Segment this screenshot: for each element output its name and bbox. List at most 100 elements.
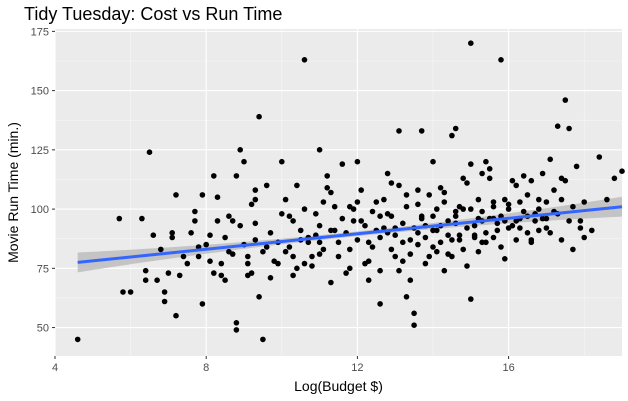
data-point <box>520 208 527 215</box>
data-point <box>165 270 172 276</box>
data-point <box>577 225 584 231</box>
data-point <box>286 244 293 250</box>
data-point <box>245 253 251 260</box>
data-point <box>331 227 338 234</box>
data-point <box>475 248 482 255</box>
data-point <box>377 213 383 219</box>
data-point <box>418 128 425 134</box>
data-point <box>445 232 451 238</box>
data-point <box>486 175 493 182</box>
data-point <box>222 234 228 241</box>
data-point <box>339 161 346 167</box>
data-point <box>407 277 414 284</box>
data-point <box>483 158 489 165</box>
data-point <box>547 156 553 163</box>
data-point <box>120 289 126 295</box>
data-point <box>260 248 266 255</box>
data-point <box>502 255 508 262</box>
data-point <box>426 192 433 198</box>
data-point <box>407 251 414 257</box>
data-point <box>539 170 546 177</box>
data-point <box>407 237 414 243</box>
data-point <box>505 201 512 208</box>
data-point <box>434 248 440 255</box>
data-point <box>388 213 395 219</box>
data-point <box>589 227 595 234</box>
data-point <box>294 265 300 272</box>
data-point <box>316 222 323 229</box>
data-point <box>237 147 243 153</box>
data-point <box>577 218 584 224</box>
data-point <box>350 218 357 224</box>
data-point <box>192 208 198 215</box>
data-point <box>347 265 353 272</box>
data-point <box>483 239 489 246</box>
data-point <box>479 208 485 215</box>
chart-title: Tidy Tuesday: Cost vs Run Time <box>24 4 282 24</box>
data-point <box>494 227 501 234</box>
x-tick-label: 4 <box>52 362 58 374</box>
data-point <box>248 270 255 276</box>
data-point <box>381 225 387 231</box>
data-point <box>581 234 587 241</box>
data-point <box>551 187 557 193</box>
data-point <box>169 234 175 241</box>
data-point <box>388 180 395 186</box>
data-point <box>475 196 482 203</box>
data-point <box>403 294 410 300</box>
data-point <box>260 336 266 343</box>
data-point <box>509 177 516 184</box>
data-point <box>309 253 315 260</box>
data-point <box>226 213 232 219</box>
data-point <box>392 253 399 260</box>
data-point <box>279 158 285 165</box>
data-point <box>460 175 467 182</box>
data-point <box>354 237 361 243</box>
y-tick-label: 150 <box>31 86 49 98</box>
data-point <box>207 258 213 265</box>
data-point <box>449 132 455 139</box>
data-point <box>301 57 308 63</box>
y-tick-label: 175 <box>31 26 49 38</box>
data-point <box>490 199 497 205</box>
data-point <box>146 149 153 155</box>
data-point <box>554 123 561 129</box>
data-point <box>214 194 221 200</box>
data-point <box>381 196 387 203</box>
data-point <box>256 113 262 120</box>
data-point <box>468 206 474 212</box>
x-tick-label: 12 <box>351 362 363 374</box>
minor-gridlines <box>55 29 622 356</box>
data-point <box>252 196 259 203</box>
data-point <box>252 187 259 193</box>
data-point <box>547 230 553 236</box>
data-point <box>309 263 315 269</box>
data-point <box>142 267 149 274</box>
data-point <box>347 246 353 253</box>
data-point <box>490 234 497 241</box>
data-point <box>328 279 334 286</box>
data-point <box>441 267 448 274</box>
data-point <box>396 267 402 274</box>
data-point <box>573 163 580 170</box>
data-point <box>441 189 448 196</box>
data-point <box>558 237 565 243</box>
data-point <box>176 272 183 279</box>
data-point <box>358 218 365 224</box>
data-point <box>316 251 323 257</box>
data-point <box>377 301 383 307</box>
data-point <box>528 239 535 246</box>
data-point <box>184 260 191 267</box>
data-point <box>415 187 421 193</box>
data-point <box>301 260 308 267</box>
data-point <box>566 125 572 132</box>
data-point <box>226 248 232 255</box>
data-point <box>392 232 399 238</box>
data-point <box>388 246 395 253</box>
data-point <box>479 170 485 177</box>
data-point <box>619 168 625 174</box>
data-point <box>539 215 546 222</box>
data-point <box>558 196 565 203</box>
data-point <box>562 97 569 103</box>
